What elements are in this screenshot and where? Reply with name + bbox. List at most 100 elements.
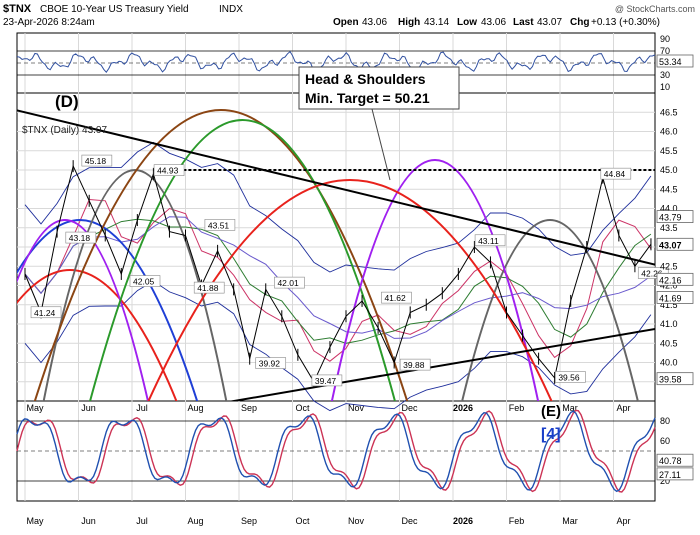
x-tick-label: 2026: [453, 403, 473, 413]
y-tick-label: 46.0: [660, 127, 678, 137]
value-label: 41.69: [659, 293, 682, 303]
point-labels: 45.18 43.18 41.24 42.05 44.93 43.51 41.88 42.01…: [30, 154, 669, 387]
x-tick-label: Aug: [187, 403, 203, 413]
x-tick-label-lower: Nov: [348, 516, 365, 526]
point-label-box: [30, 306, 62, 319]
lower-y-label: 20: [660, 476, 670, 486]
x-tick-label-lower: Apr: [616, 516, 630, 526]
moving-average-line: [24, 198, 652, 362]
point-label-box: [204, 219, 236, 231]
point-label: 43.18: [69, 233, 91, 243]
lower-current-box: [656, 453, 694, 467]
cycle-arc-gray-2: [461, 219, 639, 401]
header-date: 23-Apr-2026 8:24am: [3, 17, 95, 28]
x-tick-label: Mar: [562, 403, 578, 413]
open-value: 43.06: [362, 17, 387, 28]
chg-value: +0.13 (+0.30%): [591, 17, 660, 28]
y-tick-label: 42.5: [660, 261, 678, 271]
x-tick-label: May: [26, 403, 44, 413]
point-label-box: [399, 358, 431, 371]
lower-current-label: 40.78: [659, 456, 682, 466]
x-tick-label-lower: May: [26, 516, 44, 526]
y-tick-label: 40.5: [660, 338, 678, 348]
callout-pointer: [371, 108, 391, 181]
point-label: 42.26: [641, 268, 663, 278]
x-tick-label-lower: Dec: [401, 516, 418, 526]
x-tick-label-lower: Oct: [295, 516, 310, 526]
low-value: 43.06: [481, 17, 506, 28]
x-tick-label: Feb: [509, 403, 525, 413]
point-label-box: [129, 275, 161, 287]
callout-box: [298, 66, 460, 110]
point-label: 44.93: [157, 166, 179, 176]
lower-y-label: 80: [660, 416, 670, 426]
point-label-box: [153, 164, 185, 176]
y-tick-label: 46.5: [660, 107, 678, 117]
x-tick-label: Nov: [348, 403, 365, 413]
stochastic-d-line: [16, 410, 656, 493]
chg-label: Chg: [570, 17, 589, 28]
y-tick-label: 45.0: [660, 165, 678, 175]
x-tick-label-lower: Jun: [81, 516, 96, 526]
point-label-box: [474, 234, 506, 247]
point-label-box: [381, 291, 412, 304]
top-rsi-line: [16, 50, 656, 74]
x-tick-label-lower: Mar: [562, 516, 578, 526]
moving-average-line: [24, 218, 652, 344]
cycle-arcs: [17, 109, 639, 401]
point-label: 41.24: [34, 308, 56, 318]
y-tick-label: 43.5: [660, 223, 678, 233]
point-label: 42.05: [133, 277, 155, 287]
open-label: Open: [333, 17, 359, 28]
point-label: 41.88: [197, 283, 219, 293]
point-label-box: [193, 281, 225, 294]
y-tick-label: 44.5: [660, 184, 678, 194]
y-tick-label: 40.0: [660, 358, 678, 368]
point-label: 41.62: [384, 293, 406, 303]
x-tick-label-lower: 2026: [453, 516, 473, 526]
value-label: 43.07: [659, 240, 682, 250]
cycle-arc-brown: [33, 109, 409, 401]
low-label: Low: [457, 17, 477, 28]
y-tick-label: 44.0: [660, 204, 678, 214]
point-label: 39.47: [315, 376, 337, 386]
value-label-box: [656, 210, 694, 223]
top-current-box: [656, 54, 694, 68]
top-y-label: 10: [660, 82, 670, 92]
trendline-upper: [17, 109, 655, 266]
last-value: 43.07: [537, 17, 562, 28]
header-symbol: $TNX: [3, 3, 32, 15]
top-current-label: 53.34: [659, 57, 682, 67]
y-tick-label: 41.0: [660, 319, 678, 329]
point-label-box: [555, 371, 586, 383]
header-name: CBOE 10-Year US Treasury Yield: [40, 4, 189, 15]
lower-current-label: 27.11: [659, 470, 681, 480]
moving-average-line: [24, 216, 652, 339]
value-label-box: [656, 291, 694, 304]
y-tick-label: 45.5: [660, 146, 678, 156]
value-label: 43.79: [659, 213, 682, 223]
top-indicator: 907050301053.34: [16, 34, 694, 92]
x-tick-label-lower: Sep: [241, 516, 257, 526]
top-y-label: 30: [660, 70, 670, 80]
x-tick-label: Apr: [616, 403, 630, 413]
point-label-box: [311, 374, 343, 387]
cycle-arc-green: [89, 119, 396, 401]
callout-line1: Head & Shoulders: [305, 71, 426, 87]
cycle-arc-purple: [17, 219, 149, 401]
x-tick-label: Oct: [295, 403, 310, 413]
legend-label: $TNX (Daily) 43.07: [22, 125, 107, 136]
wave-e-label: (E): [541, 403, 561, 420]
y-tick-label: 41.5: [660, 300, 678, 310]
axis-labels: May May Jun Jun Jul Jul Aug Aug Sep Sep Oct Oct Nov N…: [26, 107, 694, 526]
point-label-box: [81, 154, 113, 167]
point-label-box: [65, 231, 97, 244]
callout-line2: Min. Target = 50.21: [305, 90, 430, 106]
lower-current-box: [656, 467, 694, 481]
x-tick-label: Sep: [241, 403, 257, 413]
x-tick-label: Jun: [81, 403, 96, 413]
point-label: 39.56: [558, 372, 580, 382]
x-tick-label: Dec: [401, 403, 418, 413]
